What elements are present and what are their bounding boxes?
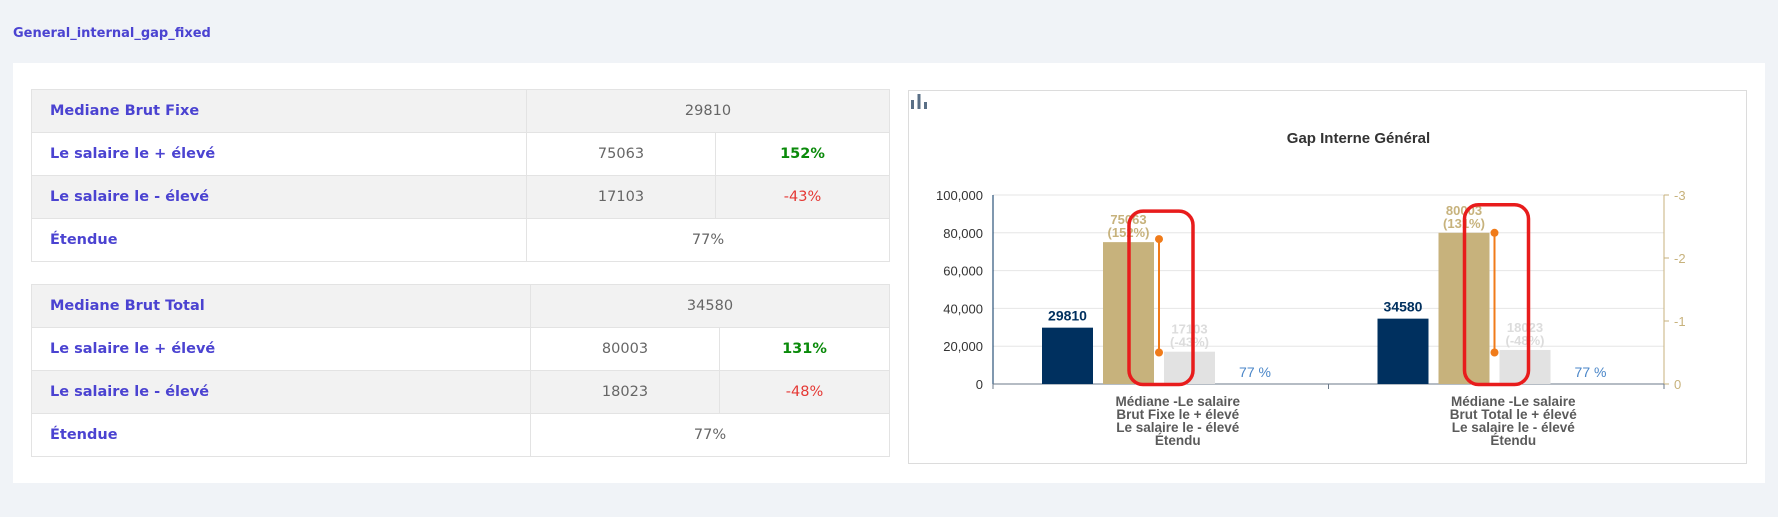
row-percent: -48% [719, 370, 890, 414]
range-label: 77 % [1575, 364, 1607, 380]
row-value: 77% [526, 218, 890, 262]
row-value: 17103 [526, 175, 716, 219]
range-label: 77 % [1239, 364, 1271, 380]
table-row: Le salaire le + élevé 80003 131% [31, 327, 890, 371]
row-value: 77% [530, 413, 890, 457]
x-tick-label: Médiane -Le salaire [1451, 394, 1576, 409]
y-tick-label: 20,000 [943, 339, 983, 354]
line-point [1155, 348, 1163, 357]
y2-tick-label: 0 [1674, 377, 1681, 392]
row-value: 75063 [526, 132, 716, 176]
annotation-highlight [1462, 203, 1531, 387]
row-label: Mediane Brut Fixe [31, 89, 527, 133]
x-tick-label: Étendu [1490, 433, 1536, 448]
table-row: Le salaire le - élevé 17103 -43% [31, 175, 890, 219]
row-label: Le salaire le + élevé [31, 132, 527, 176]
x-tick-label: Le salaire le - élevé [1116, 420, 1240, 435]
table-row: Étendue 77% [31, 413, 890, 457]
gap-chart: Gap Interne Général 0 20,000 40,000 60,000 80… [936, 130, 1686, 448]
table-row: Étendue 77% [31, 218, 890, 262]
line-point [1490, 228, 1499, 237]
bar-chart-icon[interactable] [909, 91, 929, 111]
data-label: (-43%) [1170, 335, 1209, 350]
y-tick-label: 60,000 [943, 264, 983, 279]
total-salary-table: Mediane Brut Total 34580 Le salaire le +… [31, 284, 890, 457]
x-tick-label: Médiane -Le salaire [1115, 394, 1240, 409]
data-label: 18023 [1507, 320, 1543, 335]
table-row: Mediane Brut Total 34580 [31, 284, 890, 328]
row-label: Étendue [31, 218, 527, 262]
line-point [1490, 348, 1499, 357]
row-label: Le salaire le - élevé [31, 370, 531, 414]
row-percent: 152% [715, 132, 890, 176]
row-value: 18023 [530, 370, 720, 414]
fixed-salary-table: Mediane Brut Fixe 29810 Le salaire le + … [31, 89, 890, 262]
table-row: Le salaire le + élevé 75063 152% [31, 132, 890, 176]
data-label: (-48%) [1505, 333, 1544, 348]
row-label: Le salaire le - élevé [31, 175, 527, 219]
row-label: Le salaire le + élevé [31, 327, 531, 371]
y2-tick-label: -2 [1674, 251, 1686, 266]
line-point [1155, 235, 1163, 244]
y-tick-label: 100,000 [936, 188, 983, 203]
y2-tick-label: -3 [1674, 188, 1686, 203]
page-title: General_internal_gap_fixed [13, 26, 211, 41]
row-value: 29810 [526, 89, 890, 133]
y-tick-label: 0 [976, 377, 983, 392]
row-value: 34580 [530, 284, 890, 328]
table-row: Le salaire le - élevé 18023 -48% [31, 370, 890, 414]
content-card: Mediane Brut Fixe 29810 Le salaire le + … [13, 63, 1765, 483]
data-label: 29810 [1048, 308, 1087, 324]
table-row: Mediane Brut Fixe 29810 [31, 89, 890, 133]
chart-title: Gap Interne Général [1287, 130, 1430, 147]
row-percent: -43% [715, 175, 890, 219]
x-tick-label: Brut Total le + élevé [1450, 407, 1577, 422]
x-tick-label: Brut Fixe le + élevé [1116, 407, 1239, 422]
row-label: Étendue [31, 413, 531, 457]
chart-panel: Gap Interne Général 0 20,000 40,000 60,000 80… [908, 90, 1747, 464]
row-label: Mediane Brut Total [31, 284, 531, 328]
y-tick-label: 80,000 [943, 226, 983, 241]
x-tick-label: Étendu [1155, 433, 1201, 448]
data-label: 17103 [1171, 322, 1207, 337]
bar [1042, 327, 1093, 384]
bar [1377, 318, 1429, 384]
row-percent: 131% [719, 327, 890, 371]
data-label: 34580 [1384, 299, 1423, 315]
x-tick-label: Le salaire le - élevé [1452, 420, 1576, 435]
row-value: 80003 [530, 327, 720, 371]
annotation-highlight [1127, 209, 1195, 387]
y2-tick-label: -1 [1674, 314, 1686, 329]
y-tick-label: 40,000 [943, 301, 983, 316]
